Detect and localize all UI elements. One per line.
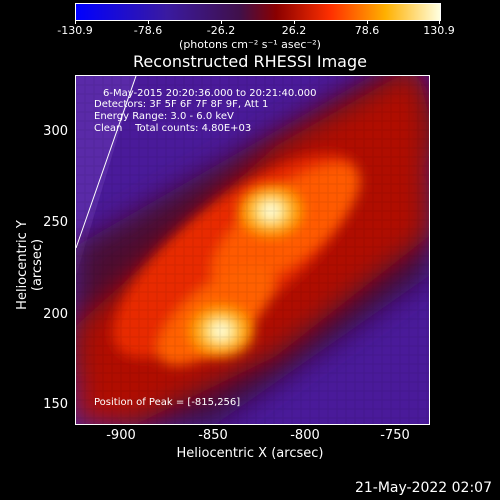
colorbar-tick-label: 78.6 [354, 24, 380, 37]
colorbar-tick [367, 20, 368, 24]
y-tick-label: 150 [43, 397, 68, 412]
peak-position: Position of Peak = [-815,256] [94, 397, 241, 408]
y-tick-label: 250 [43, 215, 68, 230]
y-tick-label: 300 [43, 124, 68, 139]
colorbar-tick [75, 20, 76, 24]
colorbar [75, 3, 441, 21]
info-line-counts: Clean Total counts: 4.80E+03 [94, 123, 252, 134]
x-tick-label: -800 [290, 428, 320, 443]
colorbar-tick-label: 26.2 [281, 24, 307, 37]
x-axis-label: Heliocentric X (arcsec) [176, 446, 324, 461]
solar-limb-line [76, 76, 137, 249]
timestamp: 21-May-2022 02:07 [354, 480, 492, 496]
y-axis-label: Heliocentric Y (arcsec) [15, 220, 45, 310]
x-tick-label: -750 [380, 428, 410, 443]
colorbar-units: (photons cm⁻² s⁻¹ asec⁻²) [179, 38, 321, 51]
colorbar-tick [148, 20, 149, 24]
colorbar-tick [294, 20, 295, 24]
y-tick-label: 200 [43, 307, 68, 322]
x-tick-label: -900 [106, 428, 136, 443]
info-line-time: 6-May-2015 20:20:36.000 to 20:21:40.000 [103, 88, 317, 99]
solar-image [75, 75, 430, 425]
colorbar-tick [439, 20, 440, 24]
colorbar-tick [221, 20, 222, 24]
colorbar-tick-label: -130.9 [57, 24, 93, 37]
rhessi-image-raster [76, 76, 429, 424]
colorbar-tick-label: -26.2 [206, 24, 236, 37]
plot-title: Reconstructed RHESSI Image [133, 52, 367, 71]
info-line-energy: Energy Range: 3.0 - 6.0 keV [94, 111, 234, 122]
x-tick-label: -850 [198, 428, 228, 443]
info-line-detectors: Detectors: 3F 5F 6F 7F 8F 9F, Att 1 [94, 99, 269, 110]
colorbar-tick-label: 130.9 [423, 24, 455, 37]
colorbar-tick-label: -78.6 [133, 24, 163, 37]
